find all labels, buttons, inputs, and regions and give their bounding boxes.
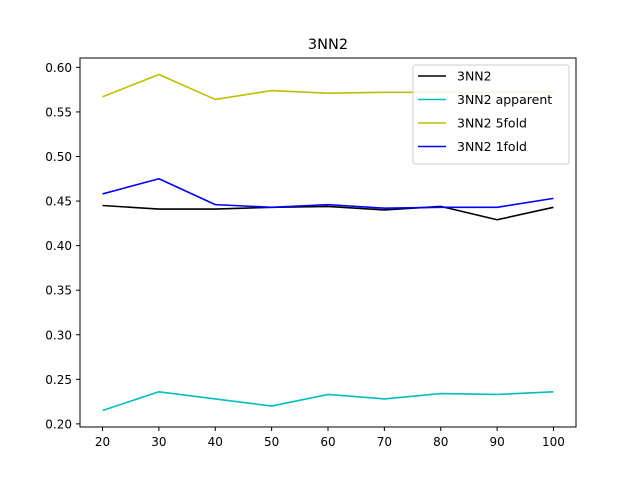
x-axis: 20 30 40 50 60 70 80 90 100 bbox=[95, 427, 565, 449]
x-tick-label: 80 bbox=[433, 435, 448, 449]
y-tick-label: 0.40 bbox=[45, 239, 72, 253]
y-tick-label: 0.30 bbox=[45, 328, 72, 342]
series-line-1 bbox=[102, 204, 554, 221]
y-tick-label: 0.25 bbox=[45, 373, 72, 387]
series-line-4 bbox=[102, 177, 554, 209]
x-tick-label: 60 bbox=[320, 435, 335, 449]
y-tick-label: 0.35 bbox=[45, 284, 72, 298]
y-tick-label: 0.55 bbox=[45, 105, 72, 119]
legend-label: 3NN2 bbox=[457, 69, 492, 84]
x-tick-label: 30 bbox=[151, 435, 166, 449]
y-axis: 0.20 0.25 0.30 0.35 0.40 0.45 0.50 0.55 0.60 bbox=[45, 61, 80, 431]
legend-label: 3NN2 5fold bbox=[457, 116, 527, 131]
y-tick-label: 0.50 bbox=[45, 150, 72, 164]
x-tick-label: 70 bbox=[377, 435, 392, 449]
legend-label: 3NN2 1fold bbox=[457, 139, 527, 154]
y-tick-label: 0.60 bbox=[45, 61, 72, 75]
legend-box bbox=[412, 64, 570, 165]
x-tick-label: 50 bbox=[264, 435, 279, 449]
y-tick-label: 0.45 bbox=[45, 195, 72, 209]
x-tick-label: 40 bbox=[208, 435, 223, 449]
x-tick-label: 20 bbox=[95, 435, 110, 449]
legend-label: 3NN2 apparent bbox=[457, 92, 552, 107]
chart-title: 3NN2 bbox=[308, 37, 348, 53]
x-tick-label: 90 bbox=[489, 435, 504, 449]
legend: 3NN2 3NN2 apparent 3NN2 5fold 3NN2 1fold bbox=[412, 64, 570, 165]
x-tick-label: 100 bbox=[542, 435, 565, 449]
series-line-2 bbox=[102, 390, 554, 412]
y-tick-label: 0.20 bbox=[45, 417, 72, 431]
